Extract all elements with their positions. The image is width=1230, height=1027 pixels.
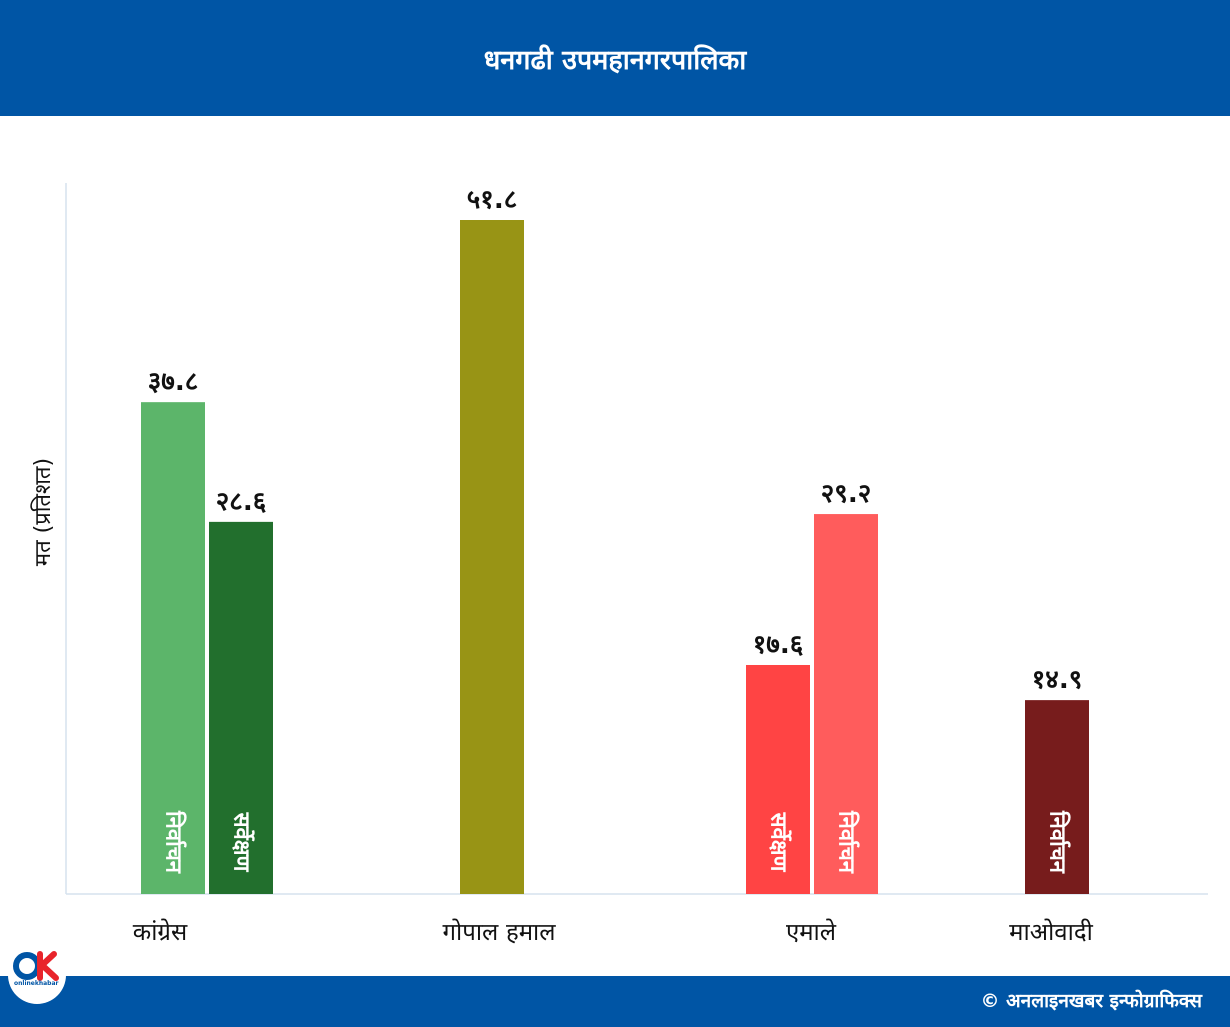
- category-tick-label: माओवादी: [1009, 918, 1093, 946]
- bar-value-label: ३७.८: [148, 367, 198, 397]
- bar: [460, 220, 524, 894]
- bar-value-label: १७.६: [753, 630, 803, 660]
- bar-value-label: २९.२: [821, 479, 871, 509]
- bar-series-label: सर्वेक्षण: [766, 812, 793, 873]
- bar: [209, 521, 273, 894]
- bar: [1025, 700, 1089, 894]
- bar-series-label: निर्वाचन: [161, 810, 188, 874]
- bar-series-label: निर्वाचन: [1045, 810, 1072, 874]
- category-tick-label: एमाले: [786, 918, 837, 946]
- logo-text: onlinekhabar: [14, 980, 59, 987]
- bar-value-label: १४.९: [1032, 665, 1082, 695]
- chart-title: धनगढी उपमहानगरपालिका: [483, 45, 747, 76]
- onlinekhabar-logo: onlinekhabar: [8, 946, 66, 1004]
- bar-chart: ३७.८ निर्वाचन २८.६ सर्वेक्षण ५१.८ १७.६ सर्वेक्…: [65, 183, 1208, 946]
- logo-icon: [13, 951, 59, 981]
- bar: [746, 664, 810, 894]
- title-banner: धनगढी उपमहानगरपालिका: [0, 0, 1230, 116]
- category-tick-label: गोपाल हमाल: [442, 918, 556, 946]
- bar-series-label: सर्वेक्षण: [229, 812, 256, 873]
- category-tick-label: कांग्रेस: [133, 918, 188, 946]
- footer-banner: © अनलाइनखबर इन्फोग्राफिक्स: [0, 976, 1230, 1027]
- bar: [814, 514, 878, 894]
- bar-value-label: २८.६: [216, 487, 266, 517]
- bar-series-label: निर्वाचन: [834, 810, 861, 874]
- copyright-credit: © अनलाइनखबर इन्फोग्राफिक्स: [980, 990, 1202, 1012]
- bar-value-label: ५१.८: [467, 185, 517, 215]
- bar: [141, 402, 205, 894]
